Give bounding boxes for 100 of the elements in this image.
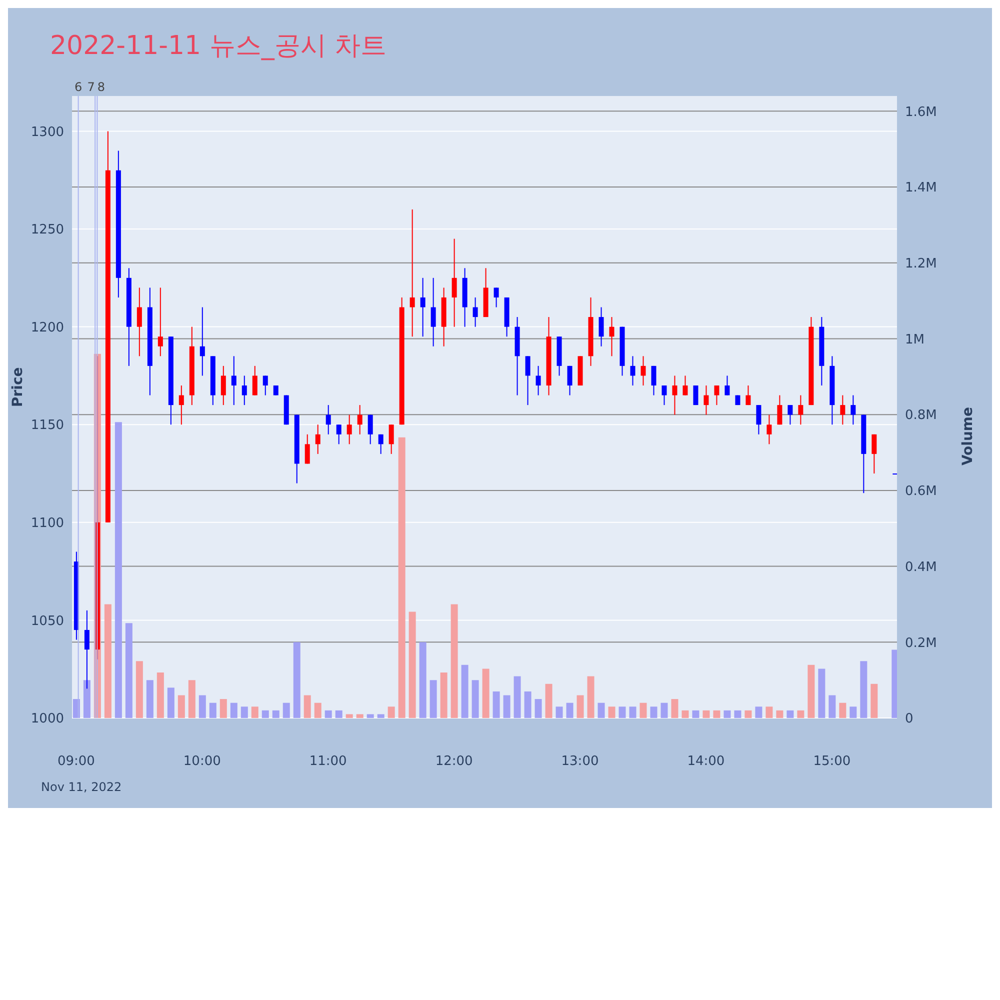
bar (167, 688, 174, 718)
y2-tick-label: 1.6M (905, 104, 937, 120)
bar (755, 706, 762, 718)
bar (576, 695, 584, 718)
candlestick (336, 424, 342, 445)
candlestick (231, 356, 236, 406)
y-tick-label: 1300 (30, 124, 64, 140)
y-tick-label: 1000 (30, 712, 64, 727)
y2-axis-title: Volume (960, 407, 976, 466)
bar (356, 714, 364, 718)
bar (146, 680, 154, 718)
candlestick (840, 394, 846, 426)
bar (724, 710, 731, 718)
x-tick-label: 10:00 (183, 754, 221, 770)
candlestick (410, 208, 415, 338)
bar (556, 706, 563, 718)
y-tick-label: 1250 (30, 222, 64, 238)
y2-tick-label: 1.2M (905, 256, 937, 272)
bar (598, 702, 605, 718)
bar (408, 612, 416, 718)
candlestick (472, 296, 478, 328)
bar (188, 680, 196, 718)
bar (104, 604, 112, 718)
candlestick (158, 287, 163, 357)
y-tick-label: 1100 (30, 516, 64, 532)
bar (282, 702, 290, 718)
bar (524, 691, 532, 718)
bar (640, 702, 647, 718)
y2-tick-label: 0.8M (905, 408, 937, 424)
y-tick-label: 1050 (30, 614, 64, 629)
x-tick-label: 12:00 (435, 754, 473, 770)
bar (240, 706, 248, 718)
ref-line-label: 6 (74, 80, 82, 94)
candlestick (178, 384, 184, 426)
candlestick (452, 238, 457, 328)
candlestick (357, 404, 362, 435)
y2-tick-label: 0.6M (905, 484, 937, 500)
candlestick (682, 375, 688, 396)
candlestick (788, 404, 793, 426)
x-tick-label: 09:00 (57, 754, 95, 770)
bar (744, 710, 752, 718)
bar (346, 714, 353, 718)
candlestick (368, 414, 373, 445)
bar (398, 437, 406, 718)
bar (650, 706, 658, 718)
bar (335, 710, 342, 718)
text: Nov 11, 2022 (41, 780, 122, 794)
bar (828, 695, 836, 718)
bar (377, 714, 384, 718)
y2-tick-label: 0.2M (905, 636, 937, 651)
candlestick (850, 394, 856, 426)
y2-tick-label: 0 (905, 712, 914, 727)
y2-tick-label: 1.4M (905, 180, 937, 196)
candlestick (766, 414, 772, 445)
bar (786, 710, 794, 718)
bar (734, 710, 742, 718)
bar (324, 710, 332, 718)
bar (230, 702, 238, 718)
bar (314, 702, 322, 718)
candlestick (672, 375, 678, 416)
candlestick (777, 394, 782, 426)
bar (797, 710, 804, 718)
candlestick (326, 404, 331, 435)
candlestick (798, 394, 804, 426)
candlestick (200, 306, 205, 376)
bar (534, 699, 542, 718)
bar (545, 684, 552, 718)
bar (660, 702, 668, 718)
bar (430, 680, 437, 718)
candlestick (388, 424, 394, 454)
bar (251, 706, 258, 718)
candlestick (346, 414, 352, 445)
bar (860, 661, 868, 718)
bar (766, 706, 773, 718)
candlestick (704, 384, 709, 416)
bar (618, 706, 626, 718)
candlestick (724, 375, 730, 396)
bar (440, 672, 448, 718)
bar (472, 680, 479, 718)
bar (450, 604, 458, 718)
candlestick (136, 287, 142, 357)
bar (808, 664, 815, 718)
chart-title: 2022-11-11 뉴스_공시 차트 (50, 30, 387, 63)
candlestick (262, 375, 268, 396)
bar (671, 699, 678, 718)
bar (262, 710, 269, 718)
bar (366, 714, 374, 718)
bar (839, 702, 846, 718)
bar (608, 706, 616, 718)
candlestick (494, 287, 499, 308)
bar (566, 702, 574, 718)
bar (713, 710, 720, 718)
bar (503, 695, 510, 718)
bar (776, 710, 784, 718)
candlestick (746, 384, 751, 406)
y-tick-label: 1150 (30, 418, 64, 434)
y2-tick-label: 1M (905, 332, 924, 348)
bar (272, 710, 280, 718)
x-tick-label: 13:00 (561, 754, 599, 770)
bar (514, 676, 521, 718)
